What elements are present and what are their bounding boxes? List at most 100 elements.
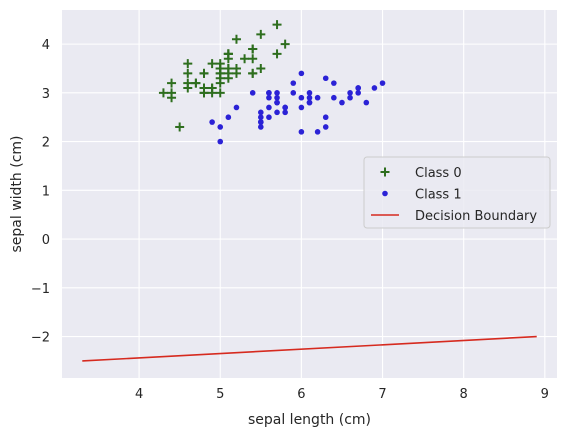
point-class-1: [274, 94, 280, 101]
point-class-0: [215, 63, 225, 73]
series-class-0: [158, 20, 290, 132]
point-class-0: [183, 78, 193, 88]
point-class-1: [274, 99, 280, 106]
legend-marker-dot: [382, 190, 388, 197]
point-class-0: [158, 88, 168, 98]
point-class-1: [290, 90, 297, 96]
point-class-0: [167, 88, 177, 98]
point-class-0: [272, 20, 282, 30]
point-class-1: [225, 114, 232, 121]
point-class-1: [322, 114, 329, 121]
point-class-0: [199, 88, 209, 98]
y-tick-label: 3: [42, 87, 50, 102]
y-tick-label: 4: [42, 38, 50, 53]
point-class-1: [266, 94, 272, 101]
data-points: [158, 20, 386, 145]
tick-labels: 4 5 6 7 8 9 −2 −1 0 1 2 3 4: [31, 38, 549, 402]
x-tick-label: 5: [216, 387, 224, 402]
point-class-1: [298, 70, 305, 77]
legend-label: Decision Boundary: [415, 209, 537, 224]
legend: Class 0 Class 1 Decision Boundary: [363, 156, 551, 229]
point-class-0: [175, 122, 185, 132]
x-tick-label: 4: [135, 387, 143, 402]
point-class-1: [233, 104, 240, 111]
x-tick-label: 6: [297, 387, 305, 402]
point-class-0: [272, 49, 282, 59]
point-class-1: [266, 114, 272, 121]
point-class-1: [347, 90, 353, 96]
legend-label: Class 0: [415, 166, 462, 181]
point-class-1: [258, 124, 264, 130]
point-class-0: [207, 59, 217, 69]
point-class-1: [209, 119, 215, 125]
point-class-1: [282, 109, 288, 116]
point-class-0: [280, 39, 290, 49]
point-class-1: [298, 94, 305, 101]
point-class-0: [248, 44, 258, 54]
decision-boundary: [82, 335, 537, 362]
point-class-1: [331, 94, 337, 101]
point-class-1: [339, 99, 345, 106]
point-class-1: [306, 94, 313, 101]
y-tick-label: −2: [31, 331, 50, 346]
point-class-1: [347, 94, 353, 101]
point-class-1: [266, 104, 272, 111]
point-class-0: [183, 59, 193, 69]
point-class-1: [249, 90, 256, 96]
x-tick-label: 9: [541, 387, 549, 402]
point-class-1: [306, 99, 313, 106]
decision-boundary-line: [82, 335, 537, 362]
y-tick-label: 1: [42, 184, 50, 199]
point-class-1: [322, 124, 329, 130]
point-class-0: [248, 68, 258, 78]
point-class-0: [223, 68, 233, 78]
point-class-0: [167, 78, 177, 88]
point-class-1: [355, 85, 361, 91]
point-class-0: [240, 54, 250, 64]
y-tick-label: −1: [31, 282, 50, 297]
point-class-1: [282, 104, 288, 111]
legend-item-class-1: Class 1: [382, 188, 462, 203]
point-class-0: [207, 83, 217, 93]
point-class-1: [258, 119, 264, 125]
point-class-1: [379, 80, 386, 86]
point-class-1: [290, 80, 297, 86]
point-class-0: [231, 68, 241, 78]
point-class-0: [248, 54, 258, 64]
point-class-1: [298, 104, 305, 111]
point-class-1: [322, 75, 329, 82]
point-class-0: [256, 63, 266, 73]
point-class-1: [306, 90, 313, 96]
point-class-1: [363, 99, 370, 106]
point-class-0: [223, 49, 233, 59]
y-axis-label: sepal width (cm): [9, 135, 25, 252]
point-class-1: [217, 138, 224, 145]
y-tick-label: 0: [42, 233, 50, 248]
legend-label: Class 1: [415, 188, 462, 203]
point-class-1: [355, 90, 361, 96]
legend-item-class-0: Class 0: [380, 166, 462, 181]
series-class-1: [209, 70, 386, 145]
point-class-1: [258, 109, 264, 116]
point-class-1: [298, 129, 305, 135]
point-class-0: [191, 78, 201, 88]
x-tick-label: 7: [378, 387, 386, 402]
point-class-1: [274, 90, 280, 96]
point-class-1: [331, 80, 337, 86]
point-class-1: [274, 109, 280, 116]
point-class-1: [371, 85, 378, 91]
point-class-0: [231, 34, 241, 44]
point-class-1: [217, 124, 224, 130]
point-class-0: [199, 68, 209, 78]
point-class-0: [215, 73, 225, 83]
point-class-0: [215, 88, 225, 98]
point-class-1: [314, 129, 321, 135]
legend-box: [363, 156, 551, 229]
point-class-1: [266, 90, 272, 96]
legend-item-decision-boundary: Decision Boundary: [371, 209, 537, 224]
point-class-0: [256, 29, 266, 39]
x-axis-label: sepal length (cm): [248, 412, 371, 428]
legend-marker-plus: [380, 167, 390, 177]
x-tick-label: 8: [460, 387, 468, 402]
